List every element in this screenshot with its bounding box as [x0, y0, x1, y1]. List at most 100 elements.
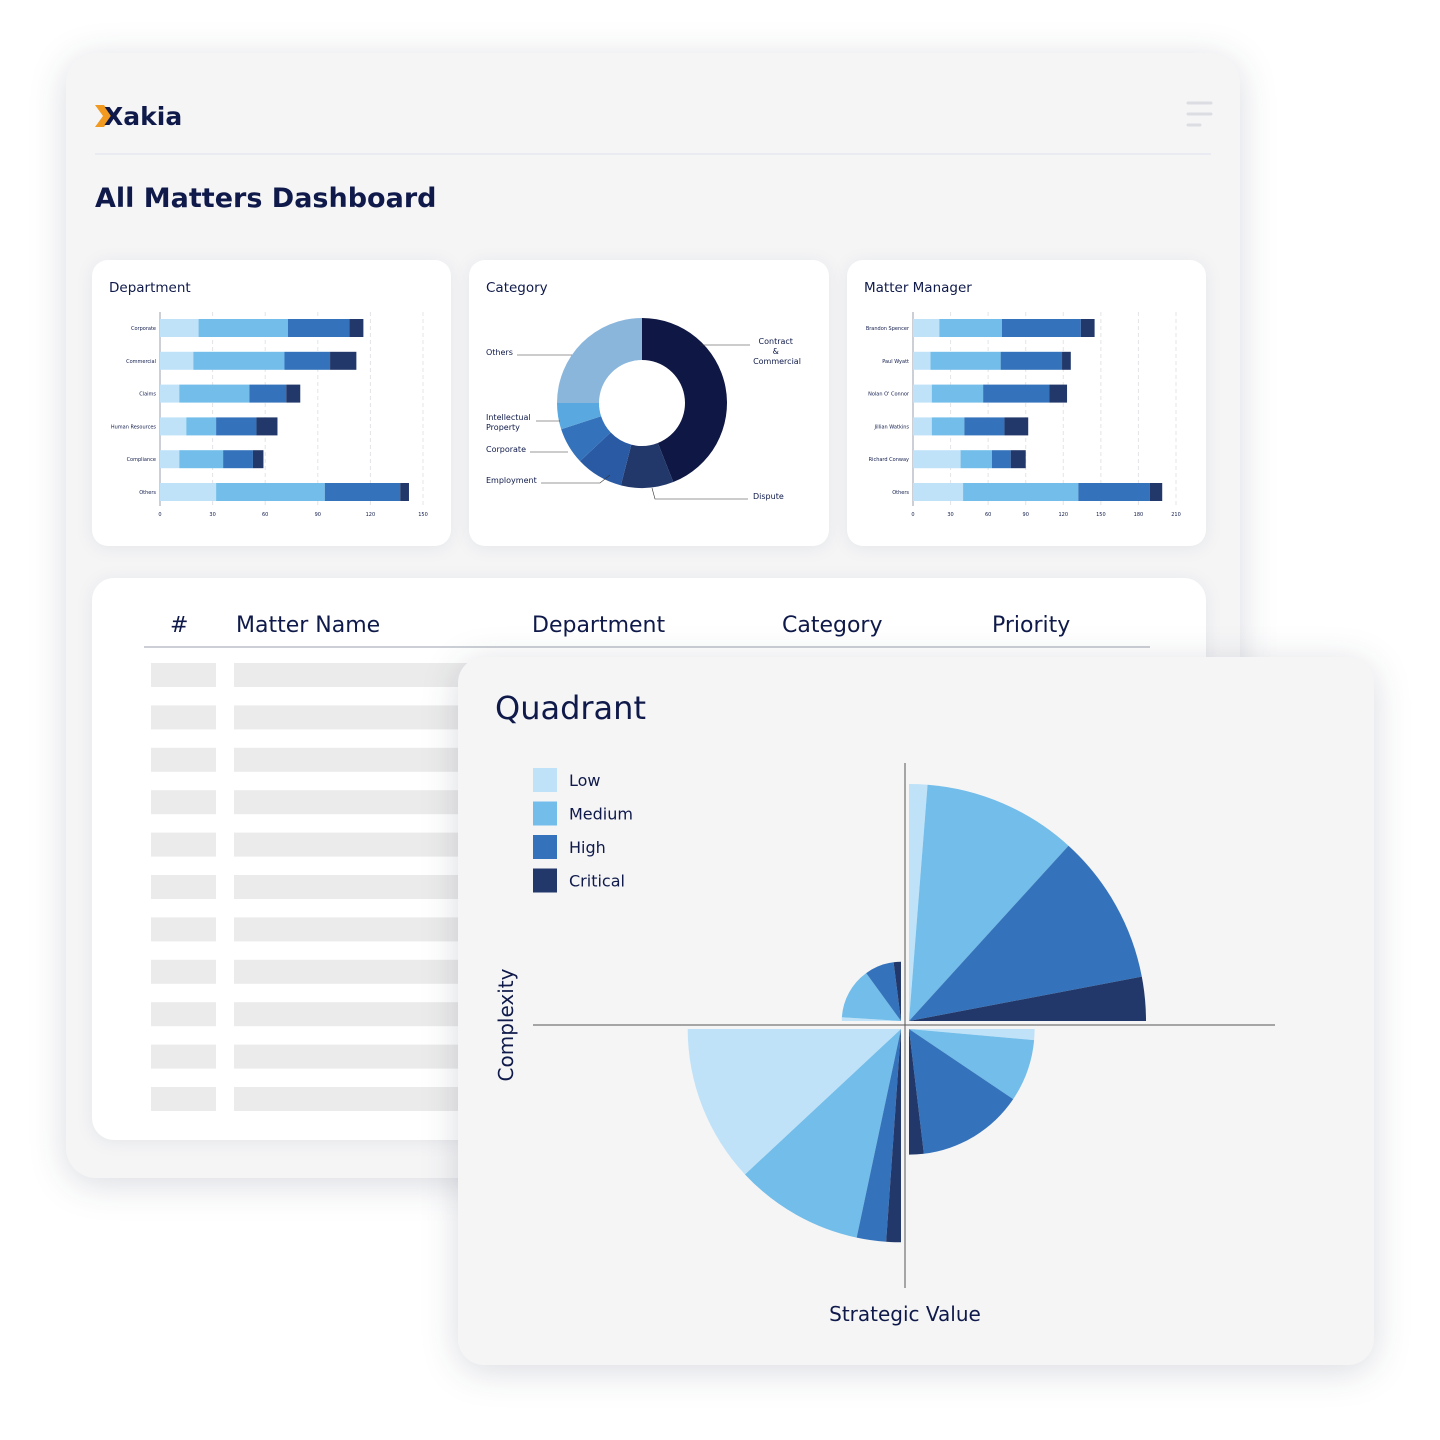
- quadrant-wedge: [841, 1017, 901, 1021]
- y-tick-label: Richard Conway: [869, 457, 909, 463]
- placeholder-cell: [151, 959, 216, 984]
- placeholder-cell: [151, 832, 216, 857]
- bar-segment: [1001, 319, 1081, 337]
- logo-mark: [95, 105, 112, 127]
- bar-segment: [349, 319, 364, 337]
- bar-segment: [160, 384, 180, 403]
- bar-segment: [1149, 483, 1163, 501]
- y-tick-label: Brandon Spencer: [866, 326, 910, 332]
- chart-title: Category: [486, 280, 548, 296]
- x-tick-label: 150: [1096, 512, 1106, 518]
- placeholder-cell: [234, 747, 494, 772]
- placeholder-cell: [234, 1087, 494, 1111]
- x-tick-label: 150: [418, 512, 428, 518]
- quadrant-wedge: [909, 1029, 924, 1155]
- chart-title: Department: [109, 280, 191, 296]
- quadrant-wedge: [909, 1029, 1014, 1154]
- bar-segment: [179, 384, 250, 403]
- bar-segment: [179, 450, 224, 469]
- page-title: All Matters Dashboard: [95, 183, 436, 214]
- x-tick-label: 60: [262, 512, 268, 518]
- segment-label: Others: [486, 348, 513, 357]
- x-tick-label: 30: [947, 512, 953, 518]
- placeholder-cell: [234, 917, 494, 942]
- quadrant-wedge: [909, 784, 1069, 1021]
- placeholder-cell: [234, 790, 494, 815]
- bar-segment: [160, 483, 217, 501]
- column-header: Matter Name: [236, 613, 380, 638]
- bar-segment: [223, 450, 253, 469]
- segment-label: Corporate: [486, 445, 526, 454]
- bar-segment: [330, 351, 357, 370]
- column-header: #: [170, 613, 188, 638]
- card: [847, 260, 1206, 546]
- quadrant-wedge: [909, 784, 928, 1021]
- placeholder-cell: [151, 875, 216, 899]
- legend-label: Medium: [569, 805, 633, 824]
- x-tick-label: 180: [1134, 512, 1144, 518]
- bar-segment: [1062, 351, 1071, 370]
- bar-segment: [1080, 319, 1095, 337]
- y-tick-label: Claims: [139, 392, 156, 398]
- placeholder-cell: [234, 705, 494, 730]
- segment-label: Contract & Commercial: [753, 337, 801, 366]
- donut-segment: [580, 432, 632, 486]
- donut-segment: [620, 442, 674, 488]
- card: [469, 260, 829, 546]
- bar-segment: [913, 417, 932, 436]
- bar-segment: [960, 450, 992, 469]
- placeholder-cell: [234, 832, 494, 857]
- bar-segment: [1000, 351, 1063, 370]
- bar-segment: [1049, 384, 1068, 403]
- column-header: Department: [532, 613, 666, 638]
- leader-line: [541, 474, 611, 484]
- bar-segment: [198, 319, 288, 337]
- placeholder-cell: [234, 1002, 494, 1027]
- quadrant-wedge: [909, 845, 1142, 1021]
- quadrant-wedge: [909, 976, 1146, 1021]
- placeholder-cell: [151, 1044, 216, 1069]
- column-header: Category: [782, 613, 883, 638]
- bar-segment: [324, 483, 401, 501]
- bar-segment: [252, 450, 264, 469]
- bar-segment: [930, 351, 1001, 370]
- bar-segment: [256, 417, 278, 436]
- bar-segment: [1010, 450, 1026, 469]
- bar-segment: [160, 450, 180, 469]
- x-tick-label: 0: [911, 512, 914, 518]
- x-axis-label: Strategic Value: [829, 1302, 981, 1326]
- bar-segment: [216, 483, 325, 501]
- chart-title: Quadrant: [495, 689, 646, 727]
- placeholder-cell: [234, 663, 494, 687]
- bar-segment: [287, 319, 350, 337]
- quadrant-wedge: [909, 1029, 1035, 1100]
- bar-segment: [983, 384, 1050, 403]
- x-tick-label: 60: [985, 512, 991, 518]
- donut-segment: [642, 318, 728, 483]
- quadrant-wedge: [893, 961, 901, 1021]
- placeholder-cell: [234, 1044, 494, 1069]
- donut-segment: [557, 318, 642, 403]
- placeholder-cell: [234, 875, 494, 899]
- bar-segment: [160, 417, 187, 436]
- card: [92, 260, 451, 546]
- menu-icon[interactable]: [1186, 101, 1213, 127]
- quadrant-wedge: [745, 1029, 901, 1238]
- placeholder-cell: [234, 959, 494, 984]
- quadrant-wedge: [856, 1029, 901, 1242]
- legend-swatch: [533, 835, 557, 859]
- placeholder-cell: [151, 917, 216, 942]
- x-tick-label: 210: [1171, 512, 1181, 518]
- legend-label: High: [569, 838, 606, 857]
- x-tick-label: 90: [1023, 512, 1029, 518]
- y-axis-label: Complexity: [494, 968, 518, 1081]
- bar-segment: [193, 351, 285, 370]
- x-tick-label: 120: [366, 512, 376, 518]
- bar-segment: [931, 417, 965, 436]
- bar-segment: [160, 319, 199, 337]
- leader-line: [651, 487, 748, 500]
- bar-segment: [249, 384, 287, 403]
- placeholder-cell: [151, 1087, 216, 1111]
